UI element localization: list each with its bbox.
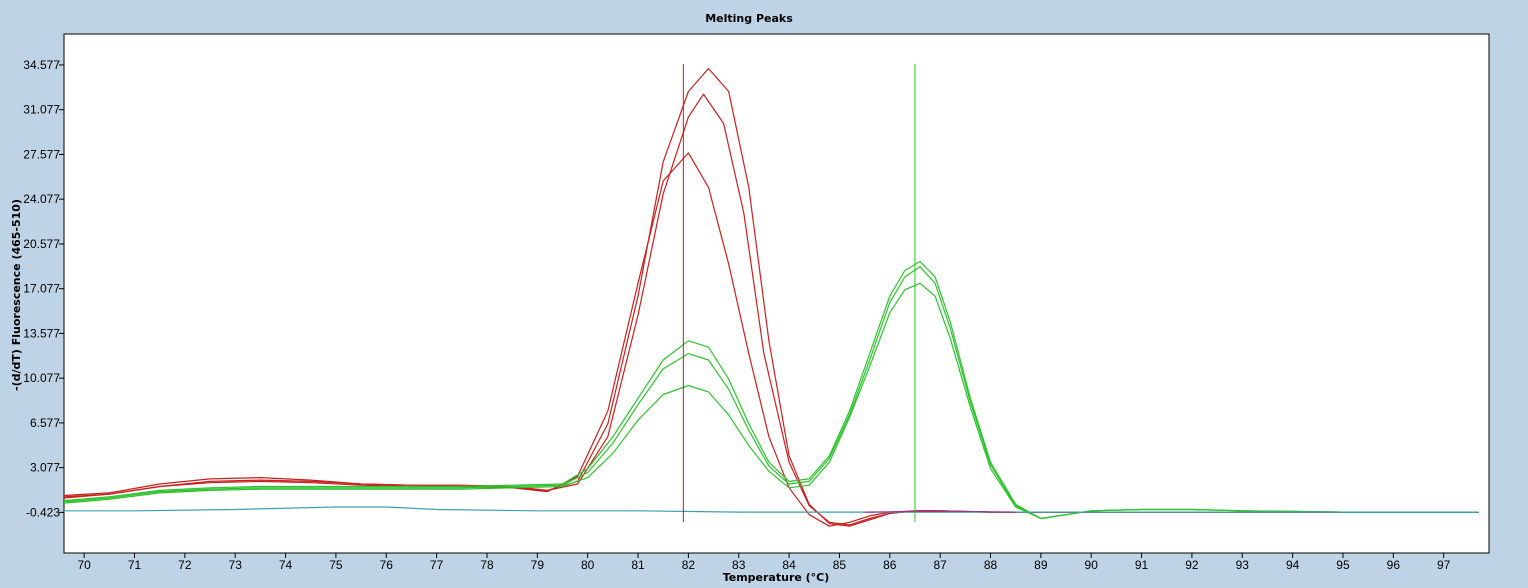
plot-area (63, 33, 1490, 554)
x-tick-label: 81 (631, 558, 645, 572)
x-tick-label: 82 (682, 558, 696, 572)
x-tick-label: 97 (1437, 558, 1451, 572)
series-layer (63, 67, 1479, 527)
x-tick-label: 93 (1236, 558, 1250, 572)
y-tick-label: 10.077 (23, 371, 60, 385)
x-tick-label: 75 (329, 558, 343, 572)
y-tick-label: 20.577 (23, 237, 60, 251)
y-tick-label: 13.577 (23, 326, 60, 340)
x-tick-label: 74 (279, 558, 293, 572)
x-tick-label: 76 (380, 558, 394, 572)
x-tick-label: 85 (833, 558, 847, 572)
x-tick-label: 91 (1135, 558, 1149, 572)
x-tick-label: 84 (782, 558, 796, 572)
y-tick-label: 17.077 (23, 282, 60, 296)
x-tick-label: 92 (1185, 558, 1199, 572)
series-line-7 (64, 506, 1479, 513)
x-tick-label: 79 (531, 558, 545, 572)
marker-layer (682, 64, 916, 522)
y-tick-label: 34.577 (23, 58, 60, 72)
x-tick-label: 73 (229, 558, 243, 572)
x-tick-label: 90 (1085, 558, 1099, 572)
x-axis-label: Temperature (°C) (723, 571, 830, 584)
y-axis: -0.423 3.077 6.577 10.077 13.577 17.077 20.577… (23, 58, 64, 519)
x-tick-label: 89 (1034, 558, 1048, 572)
x-tick-label: 80 (581, 558, 595, 572)
series-line-8 (864, 510, 1016, 513)
x-tick-label: 95 (1336, 558, 1350, 572)
y-axis-label: -(d/dT) Fluorescence (465-510) (10, 199, 23, 391)
y-tick-label: 24.077 (23, 192, 60, 206)
x-tick-label: 96 (1387, 558, 1401, 572)
y-tick-label: 31.077 (23, 103, 60, 117)
y-tick-label: 3.077 (30, 461, 60, 475)
x-tick-label: 87 (933, 558, 947, 572)
x-tick-label: 71 (128, 558, 142, 572)
x-axis: 70 71 72 73 74 75 76 77 78 79 80 81 82 83 84 85 86 87 88 89… (77, 553, 1451, 572)
x-tick-label: 86 (883, 558, 897, 572)
y-tick-label: -0.423 (26, 505, 60, 519)
x-tick-label: 94 (1286, 558, 1300, 572)
x-tick-label: 70 (77, 558, 91, 572)
x-tick-label: 72 (178, 558, 192, 572)
x-tick-label: 83 (732, 558, 746, 572)
x-tick-label: 77 (430, 558, 444, 572)
y-tick-label: 27.577 (23, 147, 60, 161)
y-tick-label: 6.577 (30, 416, 60, 430)
series-line-6 (63, 282, 1479, 520)
x-tick-label: 88 (984, 558, 998, 572)
chart-title: Melting Peaks (705, 12, 793, 25)
x-tick-label: 78 (480, 558, 494, 572)
